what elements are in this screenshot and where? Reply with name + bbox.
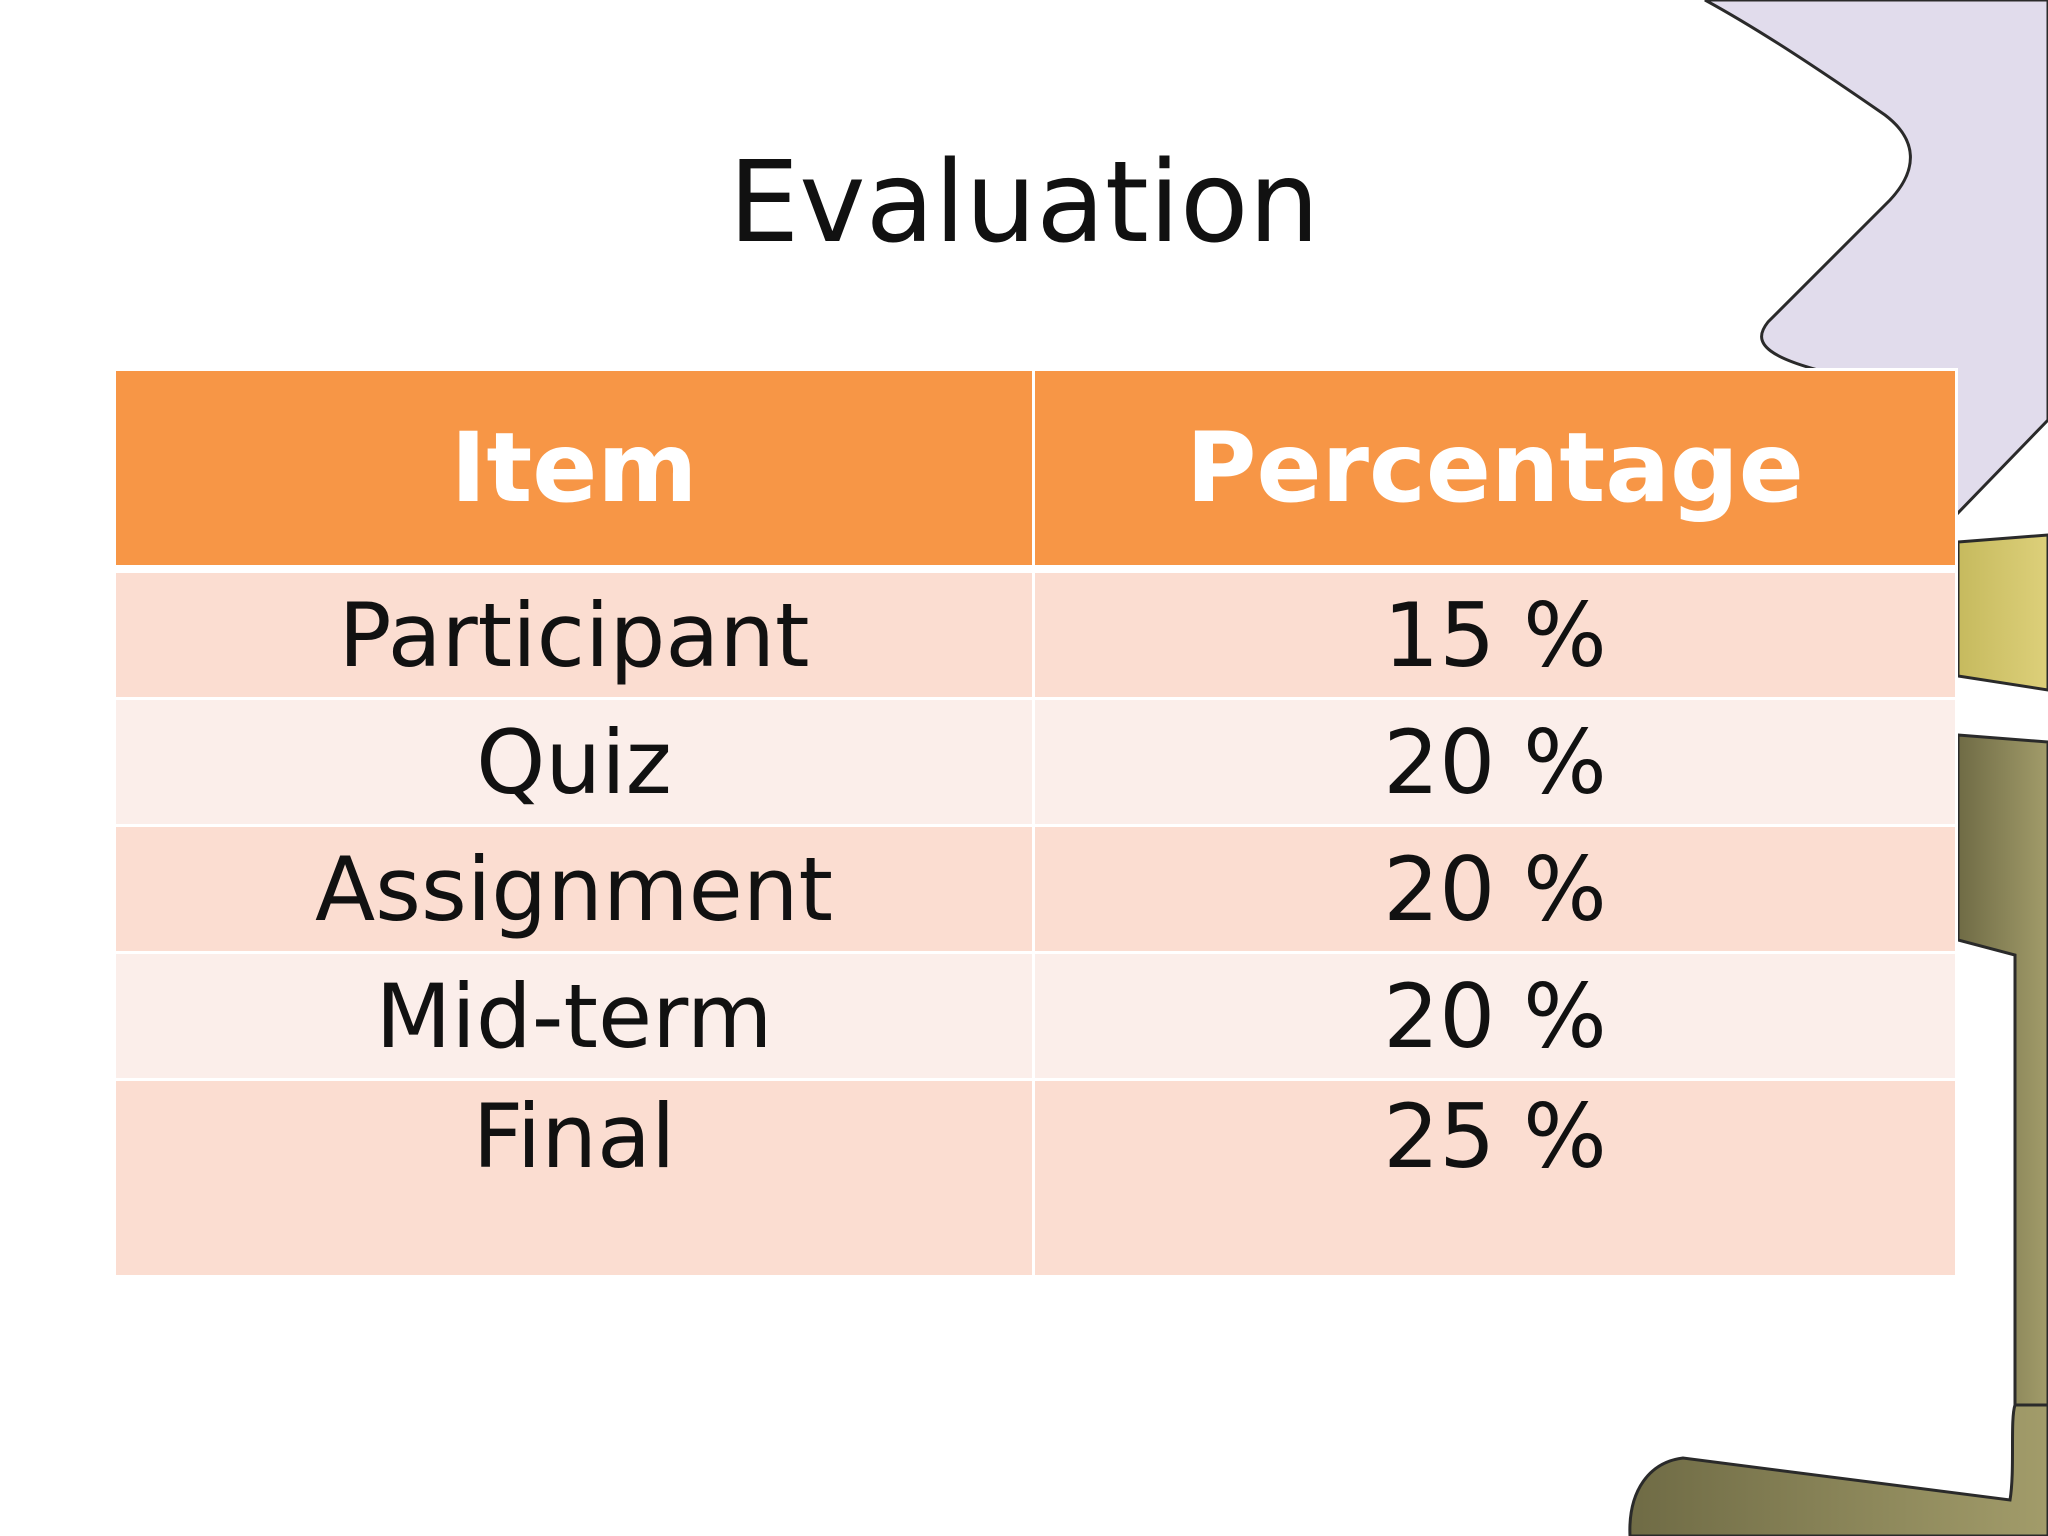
table-row: Final 25 % bbox=[113, 1078, 1958, 1278]
olive-base-shape bbox=[1628, 1403, 2048, 1536]
slide-title: Evaluation bbox=[728, 138, 1320, 268]
item-cell: Mid-term bbox=[113, 951, 1035, 1081]
olive-column-shape bbox=[1956, 733, 2048, 1536]
item-cell: Quiz bbox=[113, 697, 1035, 827]
percentage-cell: 20 % bbox=[1032, 824, 1958, 954]
percentage-cell: 25 % bbox=[1032, 1078, 1958, 1278]
yellow-block-shape bbox=[1956, 533, 2048, 692]
table-header-row: Item Percentage bbox=[113, 368, 1958, 573]
item-cell: Assignment bbox=[113, 824, 1035, 954]
evaluation-table: Item Percentage Participant 15 % Quiz 20… bbox=[113, 368, 1958, 1278]
percentage-cell: 20 % bbox=[1032, 951, 1958, 1081]
column-header-item: Item bbox=[113, 368, 1035, 573]
percentage-cell: 15 % bbox=[1032, 567, 1958, 700]
table-row: Quiz 20 % bbox=[113, 697, 1958, 827]
column-header-percentage: Percentage bbox=[1032, 368, 1958, 573]
table-row: Participant 15 % bbox=[113, 567, 1958, 700]
percentage-cell: 20 % bbox=[1032, 697, 1958, 827]
table-row: Assignment 20 % bbox=[113, 824, 1958, 954]
item-cell: Participant bbox=[113, 567, 1035, 700]
table-row: Mid-term 20 % bbox=[113, 951, 1958, 1081]
item-cell: Final bbox=[113, 1078, 1035, 1278]
